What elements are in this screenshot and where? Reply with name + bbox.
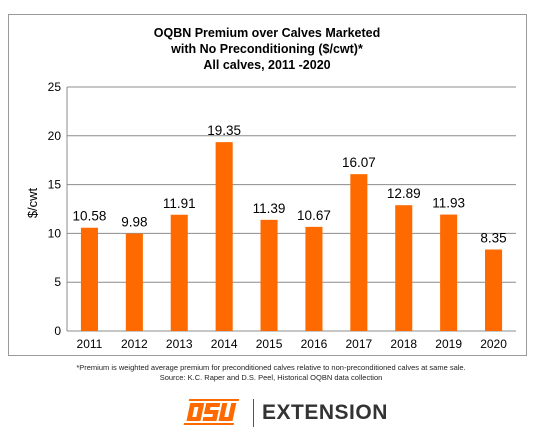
data-label-2018: 12.89 bbox=[387, 186, 421, 201]
y-tick-label: 15 bbox=[48, 178, 62, 192]
y-tick-label: 20 bbox=[48, 129, 62, 143]
x-tick-label-2017: 2017 bbox=[345, 337, 372, 351]
chart-title-line-3: All calves, 2011 -2020 bbox=[203, 58, 330, 72]
y-tick-label: 0 bbox=[54, 324, 61, 338]
x-tick-label-2016: 2016 bbox=[301, 337, 328, 351]
data-label-2012: 9.98 bbox=[121, 215, 147, 230]
chart-title-line-2: with No Preconditioning ($/cwt)* bbox=[170, 42, 363, 56]
data-label-2014: 19.35 bbox=[207, 123, 241, 138]
data-label-2016: 10.67 bbox=[297, 208, 331, 223]
extension-wordmark: EXTENSION bbox=[262, 401, 388, 424]
bar-2015 bbox=[260, 219, 278, 331]
y-tick-label: 5 bbox=[54, 275, 61, 289]
bar-2011 bbox=[80, 227, 98, 331]
x-tick-label-2020: 2020 bbox=[480, 337, 507, 351]
data-label-2019: 11.93 bbox=[432, 196, 465, 211]
chart-title-line-1: OQBN Premium over Calves Marketed bbox=[154, 26, 380, 40]
x-tick-label-2019: 2019 bbox=[435, 337, 462, 351]
bar-2014 bbox=[215, 142, 233, 331]
x-tick-labels: 2011 2012 2013 2014 2015 2016 2017 2018 2019 2020 bbox=[77, 337, 508, 351]
y-axis-label: $/cwt bbox=[25, 187, 40, 218]
bar-2016 bbox=[305, 226, 323, 331]
y-tick-label: 25 bbox=[48, 80, 62, 94]
data-label-2013: 11.91 bbox=[163, 196, 196, 211]
x-tick-label-2011: 2011 bbox=[77, 337, 103, 351]
x-tick-label-2018: 2018 bbox=[390, 337, 417, 351]
y-tick-label: 10 bbox=[48, 226, 62, 240]
y-tick-labels: 0 5 10 15 20 25 bbox=[48, 80, 62, 338]
data-labels: 10.58 9.98 11.91 19.35 11.39 10.67 16.07 12.89 1… bbox=[73, 123, 507, 245]
chart-frame: OQBN Premium over Calves Marketed with N… bbox=[8, 14, 527, 356]
bar-2017 bbox=[350, 174, 368, 331]
data-label-2017: 16.07 bbox=[342, 155, 376, 170]
x-tick-label-2015: 2015 bbox=[256, 337, 283, 351]
x-tick-label-2013: 2013 bbox=[166, 337, 193, 351]
footnote: *Premium is weighted average premium for… bbox=[0, 363, 542, 383]
x-tick-label-2012: 2012 bbox=[121, 337, 148, 351]
chart-title: OQBN Premium over Calves Marketed with N… bbox=[154, 26, 380, 72]
footnote-source: Source: K.C. Raper and D.S. Peel, Histor… bbox=[159, 373, 383, 382]
bar-2018 bbox=[395, 205, 413, 331]
logo-divider bbox=[253, 399, 254, 427]
bar-2012 bbox=[125, 233, 143, 331]
bar-2019 bbox=[440, 214, 458, 331]
footnote-premium-note: *Premium is weighted average premium for… bbox=[76, 363, 466, 372]
x-tick-label-2014: 2014 bbox=[211, 337, 238, 351]
osu-brand-logo-icon bbox=[183, 399, 240, 425]
data-label-2020: 8.35 bbox=[480, 231, 506, 246]
bar-2020 bbox=[485, 249, 503, 331]
data-label-2011: 10.58 bbox=[73, 209, 107, 224]
bar-chart: OQBN Premium over Calves Marketed with N… bbox=[25, 26, 516, 351]
bars bbox=[80, 142, 503, 331]
bar-2013 bbox=[170, 214, 188, 331]
branding-row: EXTENSION bbox=[0, 393, 542, 433]
data-label-2015: 11.39 bbox=[253, 201, 286, 216]
